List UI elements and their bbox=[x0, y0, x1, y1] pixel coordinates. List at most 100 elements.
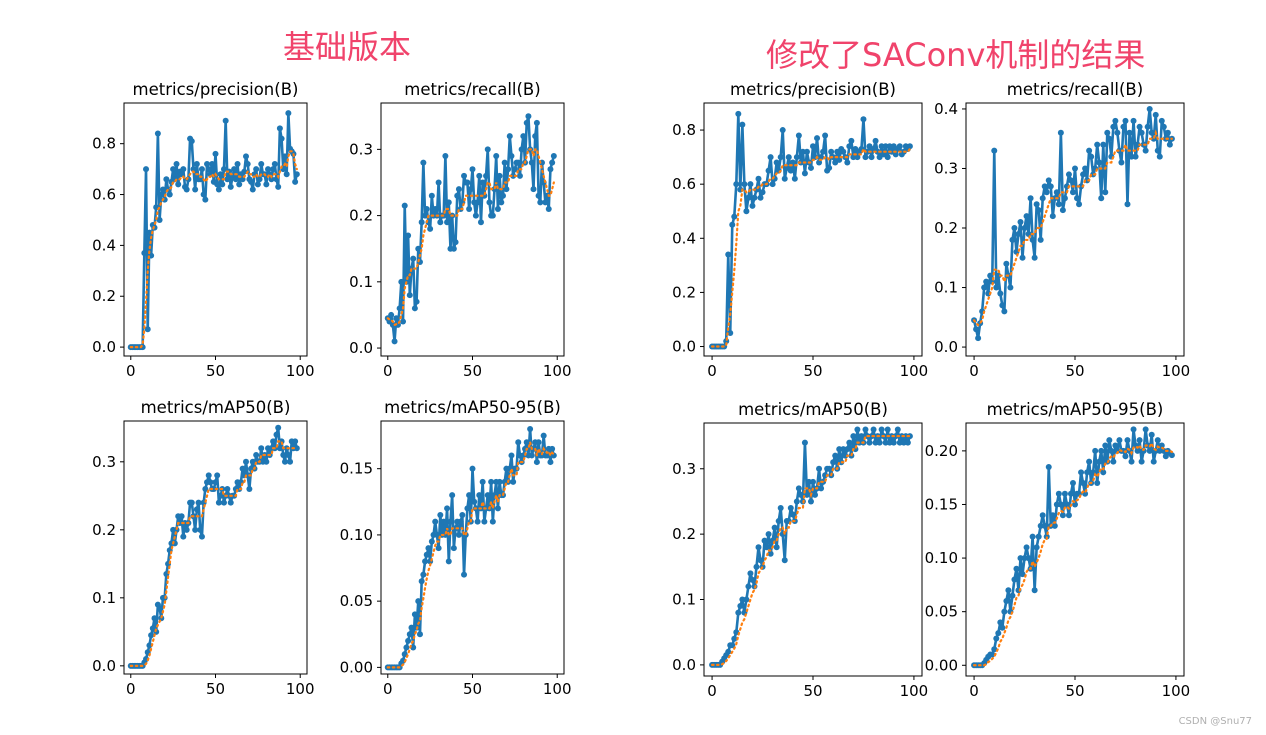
data-point bbox=[761, 537, 768, 544]
data-point bbox=[180, 533, 187, 540]
data-point bbox=[1168, 452, 1175, 459]
data-point bbox=[995, 272, 1002, 279]
data-point bbox=[508, 152, 515, 159]
data-point bbox=[836, 156, 843, 163]
data-point bbox=[484, 492, 491, 499]
data-point bbox=[547, 459, 554, 466]
x-tick-label: 100 bbox=[543, 362, 572, 380]
data-point bbox=[1158, 442, 1165, 449]
data-point bbox=[455, 531, 462, 538]
x-tick-label: 0 bbox=[969, 362, 979, 380]
data-point bbox=[777, 154, 784, 161]
data-point bbox=[220, 166, 227, 173]
data-point bbox=[510, 172, 517, 179]
data-point bbox=[258, 445, 265, 452]
data-point bbox=[192, 526, 199, 533]
data-point bbox=[725, 648, 732, 655]
data-point bbox=[896, 143, 903, 150]
data-point bbox=[494, 205, 501, 212]
data-point bbox=[547, 166, 554, 173]
data-point bbox=[1003, 260, 1010, 267]
data-point bbox=[227, 499, 234, 506]
data-point bbox=[214, 472, 221, 479]
data-point bbox=[466, 492, 473, 499]
data-point bbox=[293, 171, 300, 178]
data-point bbox=[1074, 195, 1081, 202]
data-point bbox=[810, 143, 816, 150]
data-point bbox=[474, 199, 481, 206]
chart-7: metrics/mAP50(B) 0 50 100 0.0 0.1 0.2 0.3 bbox=[672, 400, 928, 700]
data-point bbox=[535, 439, 542, 446]
data-point bbox=[1031, 587, 1038, 594]
data-point bbox=[840, 148, 847, 155]
chart-title: metrics/precision(B) bbox=[730, 80, 896, 99]
data-point bbox=[993, 284, 1000, 291]
data-point bbox=[432, 518, 439, 525]
data-point bbox=[995, 630, 1002, 637]
data-point bbox=[1094, 141, 1101, 148]
data-point bbox=[461, 172, 468, 179]
data-point bbox=[1158, 117, 1165, 124]
data-point bbox=[991, 646, 998, 653]
data-point bbox=[777, 504, 784, 511]
data-point bbox=[281, 458, 288, 465]
data-point bbox=[231, 166, 238, 173]
data-point bbox=[981, 284, 988, 291]
data-point bbox=[511, 166, 518, 173]
y-tick-label: 0.2 bbox=[349, 207, 373, 225]
data-point bbox=[457, 518, 464, 525]
y-tick-label: 0.0 bbox=[92, 338, 116, 356]
data-point bbox=[1146, 105, 1153, 112]
data-point bbox=[1136, 437, 1143, 444]
data-point bbox=[749, 202, 756, 209]
data-point bbox=[285, 110, 292, 117]
data-point bbox=[461, 571, 468, 578]
data-point bbox=[826, 465, 833, 472]
data-point bbox=[232, 176, 239, 183]
chart-title: metrics/mAP50-95(B) bbox=[987, 400, 1164, 419]
results-line bbox=[387, 427, 556, 669]
y-tick-label: 0.2 bbox=[672, 283, 696, 301]
data-point bbox=[464, 179, 471, 186]
chart-title: metrics/mAP50(B) bbox=[141, 398, 291, 417]
data-point bbox=[156, 216, 163, 223]
data-point bbox=[1146, 447, 1153, 454]
data-point bbox=[1076, 201, 1083, 208]
data-point bbox=[884, 154, 891, 161]
data-point bbox=[1061, 490, 1068, 497]
y-tick-label: 0.1 bbox=[672, 591, 696, 609]
data-point bbox=[1108, 447, 1115, 454]
data-point bbox=[904, 439, 911, 446]
data-point bbox=[437, 219, 444, 226]
x-tick-label: 100 bbox=[900, 682, 929, 700]
data-point bbox=[983, 278, 990, 285]
data-point bbox=[542, 199, 549, 206]
data-point bbox=[445, 199, 452, 206]
chart-title: metrics/mAP50-95(B) bbox=[384, 398, 561, 417]
y-tick-label: 0.8 bbox=[672, 121, 696, 139]
data-point bbox=[975, 335, 982, 342]
data-point bbox=[1122, 453, 1129, 460]
data-point bbox=[183, 186, 190, 193]
data-point bbox=[1138, 129, 1145, 136]
data-point bbox=[826, 164, 833, 171]
data-point bbox=[283, 171, 290, 178]
data-point bbox=[1035, 207, 1042, 214]
data-point bbox=[1092, 447, 1099, 454]
data-point bbox=[459, 512, 466, 519]
data-point bbox=[812, 491, 819, 498]
data-point bbox=[505, 166, 512, 173]
data-point bbox=[535, 192, 542, 199]
data-point bbox=[435, 179, 442, 186]
data-point bbox=[210, 486, 217, 493]
data-point bbox=[190, 166, 197, 173]
data-point bbox=[1128, 458, 1135, 465]
x-tick-label: 50 bbox=[463, 362, 482, 380]
data-point bbox=[198, 166, 205, 173]
data-point bbox=[401, 202, 408, 209]
data-point bbox=[1035, 533, 1042, 540]
chart-title: metrics/recall(B) bbox=[404, 80, 540, 99]
data-point bbox=[148, 632, 155, 639]
y-tick-label: 0.3 bbox=[672, 460, 696, 478]
data-point bbox=[830, 459, 837, 466]
